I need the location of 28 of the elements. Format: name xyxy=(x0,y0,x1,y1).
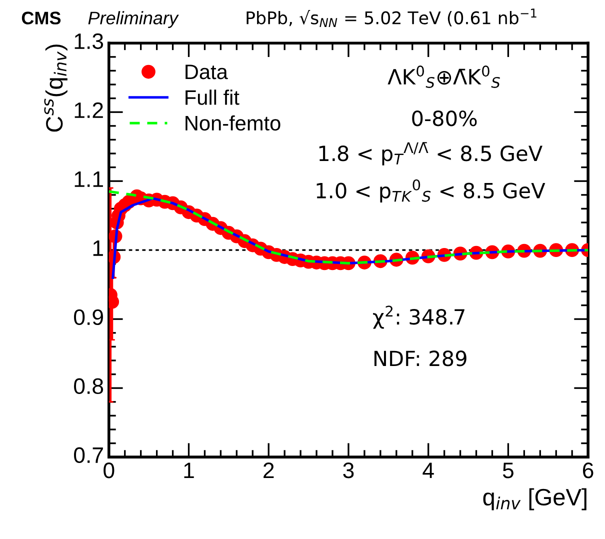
y-tick-label: 0.8 xyxy=(74,378,104,394)
text: PbPb, √s$_{NN}$ = 5.02 TeV (0.61 nb$^{−1}$ xyxy=(246,8,536,27)
x-tick-label: 5 xyxy=(502,462,514,478)
x-tick-label: 3 xyxy=(343,462,354,478)
y-tick-label: 1.1 xyxy=(74,172,103,187)
x-tick-label: 0 xyxy=(104,462,114,478)
chart-title: CMS xyxy=(22,12,61,24)
y-tick-label: 1.3 xyxy=(74,33,104,50)
annotation: NDF: 289 xyxy=(374,350,466,366)
x-axis-title: q$_{inv}$ [GeV] xyxy=(483,488,586,510)
y-tick-label: 1.2 xyxy=(74,102,103,118)
legend-label: Data xyxy=(186,64,228,80)
y-tick-label: 0.9 xyxy=(74,309,103,326)
y-axis-title: C$^{ss}$(q$_{inv}$) xyxy=(44,44,68,132)
y-tick-label: 0.7 xyxy=(74,447,103,464)
y-tick-label: 1 xyxy=(93,240,103,256)
annotation: ΛK$^{0}$$_{S}$⊕Λ̄K$^{0}$$_{S}$ xyxy=(388,66,500,88)
annotation: 0-80% xyxy=(412,110,477,126)
annotation: 1.0 < p$_{TK}$$^{0}$$_{S}$ < 8.5 GeV xyxy=(316,179,546,203)
annotation: 1.8 < p$_{T}$$^{Λ/Λ̄}$ < 8.5 GeV xyxy=(319,142,542,166)
x-tick-label: 6 xyxy=(583,462,594,478)
legend-label: Full fit xyxy=(186,90,240,105)
x-tick-label: 2 xyxy=(264,462,274,478)
annotation: χ$^{2}$: 348.7 xyxy=(373,306,464,329)
x-tick-label: 1 xyxy=(184,462,194,478)
legend-label: Non-femto xyxy=(186,115,280,131)
chart-subtitle: Preliminary xyxy=(88,11,179,28)
x-tick-label: 4 xyxy=(422,462,434,478)
